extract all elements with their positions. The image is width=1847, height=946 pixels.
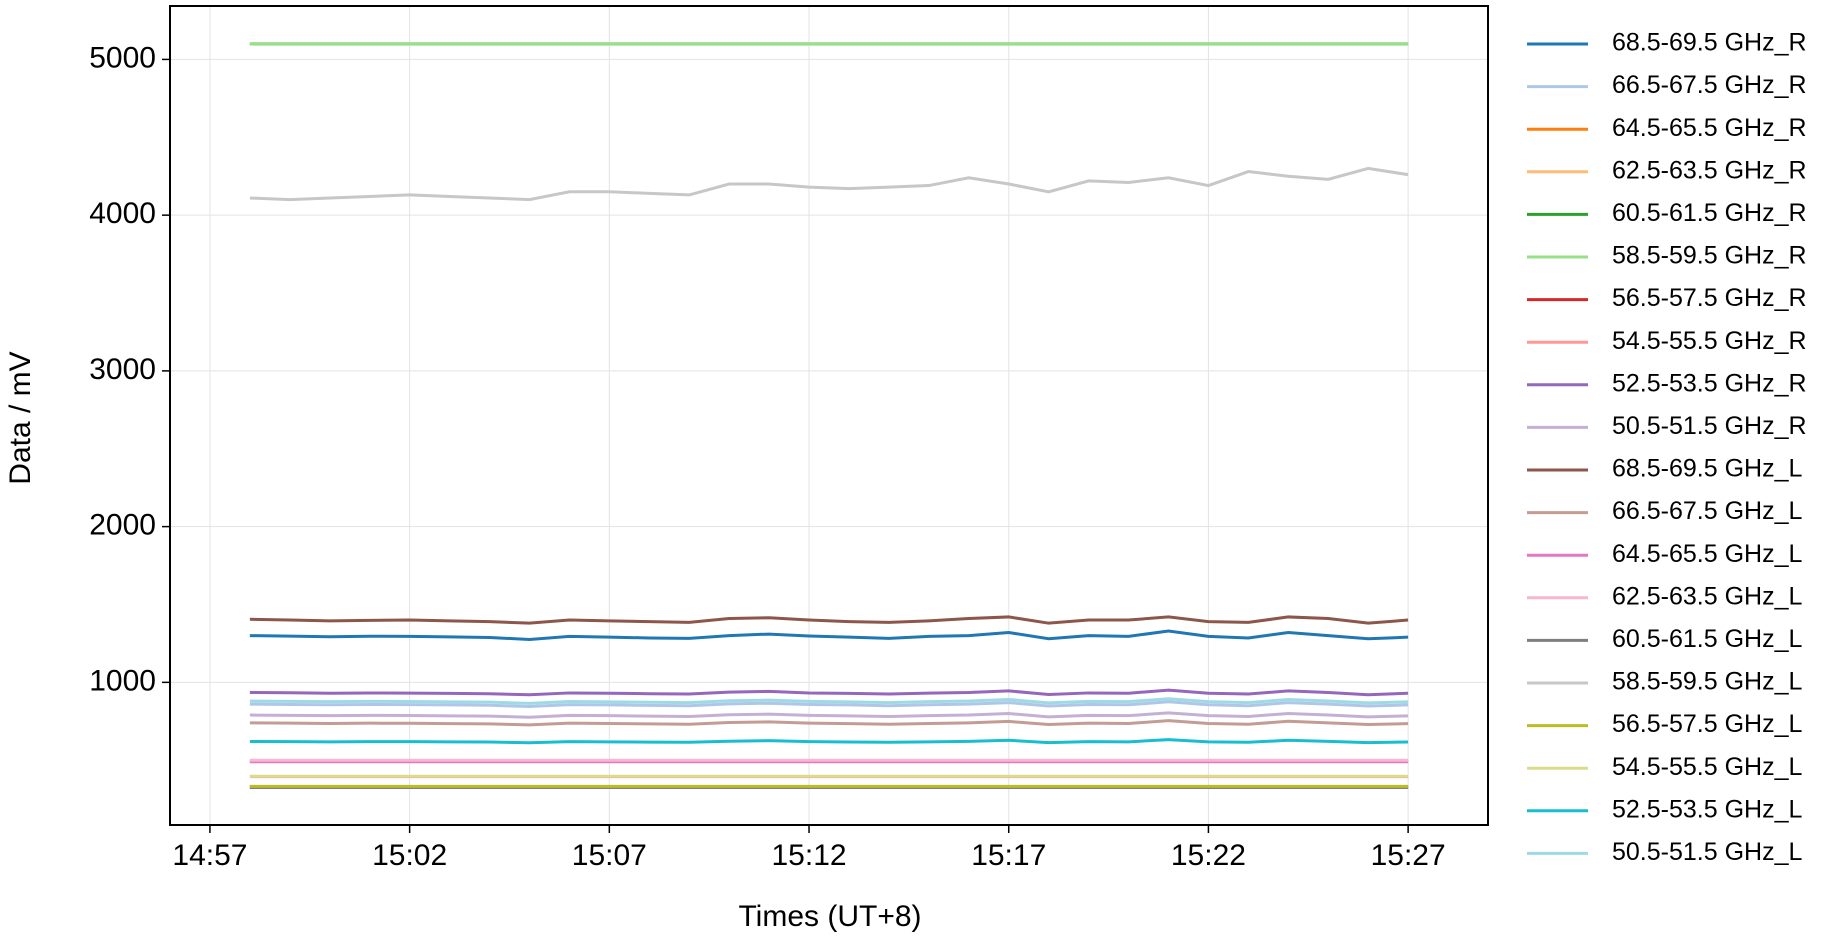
series-line — [249, 738, 1409, 745]
x-tick-label: 15:27 — [1371, 839, 1446, 872]
y-tick-label: 4000 — [89, 197, 156, 230]
legend-label: 68.5-69.5 GHz_L — [1612, 455, 1802, 483]
legend-label: 60.5-61.5 GHz_R — [1612, 199, 1807, 227]
legend-label: 62.5-63.5 GHz_R — [1612, 156, 1807, 184]
series-line — [249, 688, 1409, 697]
legend-label: 58.5-59.5 GHz_R — [1612, 242, 1807, 270]
series-line — [249, 629, 1409, 642]
series-line — [249, 166, 1409, 202]
legend-label: 66.5-67.5 GHz_L — [1612, 497, 1802, 525]
x-tick-label: 15:02 — [372, 839, 447, 872]
legend-label: 64.5-65.5 GHz_R — [1612, 114, 1807, 142]
x-tick-label: 15:12 — [771, 839, 846, 872]
x-tick-label: 15:07 — [572, 839, 647, 872]
legend-label: 66.5-67.5 GHz_R — [1612, 71, 1807, 99]
y-tick-label: 3000 — [89, 353, 156, 386]
legend-label: 64.5-65.5 GHz_L — [1612, 540, 1802, 568]
legend-label: 56.5-57.5 GHz_R — [1612, 284, 1807, 312]
y-tick-label: 2000 — [89, 509, 156, 542]
series-line — [249, 697, 1409, 705]
series-line — [249, 700, 1409, 708]
y-axis-label: Data / mV — [4, 351, 37, 484]
x-axis-label: Times (UT+8) — [738, 900, 921, 933]
series-line — [249, 615, 1409, 625]
x-tick-label: 15:22 — [1171, 839, 1246, 872]
legend-label: 56.5-57.5 GHz_L — [1612, 710, 1802, 738]
legend-label: 58.5-59.5 GHz_L — [1612, 668, 1802, 696]
legend-label: 54.5-55.5 GHz_L — [1612, 753, 1802, 781]
x-tick-label: 15:17 — [971, 839, 1046, 872]
legend-label: 52.5-53.5 GHz_R — [1612, 369, 1807, 397]
legend-label: 62.5-63.5 GHz_L — [1612, 582, 1802, 610]
legend-label: 54.5-55.5 GHz_R — [1612, 327, 1807, 355]
legend-label: 60.5-61.5 GHz_L — [1612, 625, 1802, 653]
series-line — [249, 711, 1409, 719]
legend-label: 68.5-69.5 GHz_R — [1612, 29, 1807, 57]
plot-frame — [169, 5, 1489, 826]
legend-label: 52.5-53.5 GHz_L — [1612, 795, 1802, 823]
x-tick-label: 14:57 — [172, 839, 247, 872]
y-tick-label: 1000 — [89, 664, 156, 697]
legend-label: 50.5-51.5 GHz_L — [1612, 838, 1802, 866]
legend-label: 50.5-51.5 GHz_R — [1612, 412, 1807, 440]
series-line — [249, 719, 1409, 727]
y-tick-label: 5000 — [89, 41, 156, 74]
